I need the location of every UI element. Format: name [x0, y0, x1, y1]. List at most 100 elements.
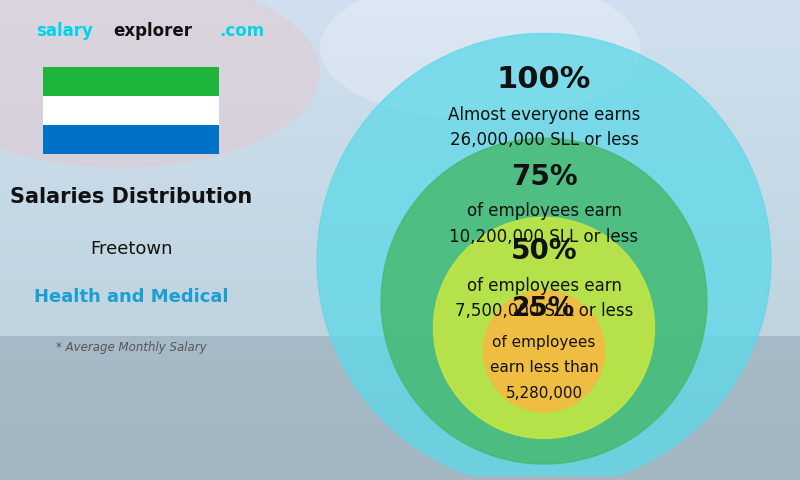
Bar: [0, 197, 800, 202]
Bar: [0, 144, 800, 149]
Bar: [0, 374, 800, 379]
Bar: [0, 192, 800, 197]
Bar: [0, 355, 800, 360]
Text: 75%: 75%: [510, 163, 578, 191]
Bar: [0, 211, 800, 216]
Bar: [0, 293, 800, 298]
Ellipse shape: [0, 0, 320, 168]
Bar: [0, 422, 800, 427]
Bar: [0, 53, 800, 58]
Text: earn less than: earn less than: [490, 360, 598, 375]
Bar: [0, 437, 800, 442]
Bar: [0, 470, 800, 475]
Bar: [0, 29, 800, 34]
Bar: [0, 389, 800, 394]
Bar: [0, 278, 800, 283]
Text: salary: salary: [36, 22, 93, 40]
Circle shape: [317, 34, 771, 480]
Text: 25%: 25%: [512, 296, 576, 322]
Bar: [0, 302, 800, 307]
Text: * Average Monthly Salary: * Average Monthly Salary: [56, 341, 206, 354]
Bar: [0, 10, 800, 14]
Bar: [0, 466, 800, 470]
Bar: [0, 394, 800, 398]
Bar: [0, 101, 800, 106]
Text: Freetown: Freetown: [90, 240, 173, 258]
Bar: [0, 442, 800, 446]
Bar: [0, 0, 800, 5]
Circle shape: [483, 290, 605, 412]
Bar: [0, 317, 800, 322]
Text: 10,200,000 SLL or less: 10,200,000 SLL or less: [450, 228, 638, 246]
Bar: [0, 365, 800, 370]
Text: Salaries Distribution: Salaries Distribution: [10, 187, 252, 207]
Bar: [0, 288, 800, 293]
Bar: [0, 149, 800, 154]
Bar: [0, 58, 800, 62]
Bar: [0, 158, 800, 163]
Bar: [0, 226, 800, 230]
Bar: [0, 187, 800, 192]
Text: 5,280,000: 5,280,000: [506, 386, 582, 401]
Bar: [0, 274, 800, 278]
Bar: [0, 336, 800, 341]
Bar: [0, 379, 800, 384]
Bar: [0, 86, 800, 91]
Bar: [0, 446, 800, 451]
Bar: [0, 82, 800, 86]
Ellipse shape: [320, 0, 640, 120]
Bar: [0, 72, 800, 77]
Bar: [0, 250, 800, 254]
Bar: [0, 221, 800, 226]
Bar: [0, 456, 800, 461]
Bar: [0, 178, 800, 182]
Bar: [0, 475, 800, 480]
Text: 100%: 100%: [497, 65, 591, 95]
Text: explorer: explorer: [114, 22, 193, 40]
Bar: [0, 206, 800, 211]
Bar: [0, 245, 800, 250]
Bar: [0, 360, 800, 365]
Bar: [0, 336, 800, 480]
Bar: [0, 451, 800, 456]
Bar: [0, 14, 800, 19]
Bar: [0, 134, 800, 139]
Bar: [0, 202, 800, 206]
Bar: [0, 432, 800, 437]
Bar: [0, 91, 800, 96]
Circle shape: [381, 138, 707, 464]
Bar: [0, 77, 800, 82]
Bar: [0, 115, 800, 120]
Bar: [0, 259, 800, 264]
Bar: [0, 350, 800, 355]
Bar: [0, 96, 800, 101]
Bar: [0, 331, 800, 336]
Bar: [0, 307, 800, 312]
Bar: [0, 384, 800, 389]
Bar: [0, 130, 800, 134]
Bar: [0, 403, 800, 408]
Bar: [0, 418, 800, 422]
Bar: [0, 163, 800, 168]
FancyBboxPatch shape: [43, 67, 219, 96]
Text: of employees: of employees: [492, 335, 596, 350]
Bar: [0, 34, 800, 38]
Circle shape: [434, 217, 654, 438]
Bar: [0, 346, 800, 350]
Text: 7,500,000 SLL or less: 7,500,000 SLL or less: [455, 302, 633, 320]
Bar: [0, 461, 800, 466]
Bar: [0, 230, 800, 235]
Text: of employees earn: of employees earn: [466, 202, 622, 220]
Bar: [0, 269, 800, 274]
Bar: [0, 341, 800, 346]
Text: of employees earn: of employees earn: [466, 276, 622, 295]
Bar: [0, 312, 800, 317]
Bar: [0, 106, 800, 110]
Bar: [0, 19, 800, 24]
Text: Health and Medical: Health and Medical: [34, 288, 229, 306]
Bar: [0, 370, 800, 374]
Text: .com: .com: [219, 22, 264, 40]
Bar: [0, 67, 800, 72]
Bar: [0, 398, 800, 403]
Bar: [0, 43, 800, 48]
